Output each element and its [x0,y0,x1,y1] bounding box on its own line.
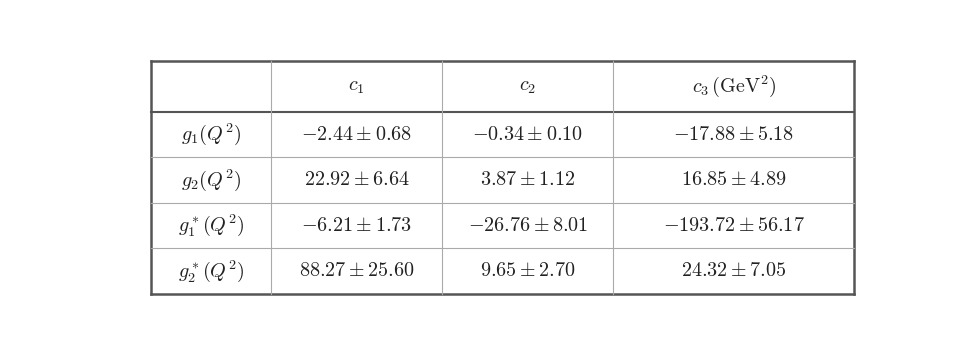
Text: $22.92\pm6.64$: $22.92\pm6.64$ [304,171,410,190]
Text: $g_1(Q^2)$: $g_1(Q^2)$ [181,122,242,147]
Text: $88.27\pm25.60$: $88.27\pm25.60$ [298,261,414,280]
Text: $9.65\pm2.70$: $9.65\pm2.70$ [480,261,576,280]
Text: $c_1$: $c_1$ [349,77,365,96]
Text: $3.87\pm1.12$: $3.87\pm1.12$ [480,171,576,190]
Text: $-193.72\pm56.17$: $-193.72\pm56.17$ [663,216,805,235]
Text: $g_1^*(Q^2)$: $g_1^*(Q^2)$ [178,213,244,238]
Text: $-17.88\pm5.18$: $-17.88\pm5.18$ [673,125,794,144]
Text: $-6.21\pm1.73$: $-6.21\pm1.73$ [301,216,412,235]
Text: $-2.44\pm0.68$: $-2.44\pm0.68$ [301,125,412,144]
Text: $c_3\,(\mathrm{GeV}^2)$: $c_3\,(\mathrm{GeV}^2)$ [692,73,777,99]
Text: $24.32\pm7.05$: $24.32\pm7.05$ [681,261,786,280]
Text: $g_2(Q^2)$: $g_2(Q^2)$ [181,167,242,193]
Text: $c_2$: $c_2$ [520,77,536,96]
Text: $g_2^*(Q^2)$: $g_2^*(Q^2)$ [178,258,244,284]
Text: $-0.34\pm0.10$: $-0.34\pm0.10$ [472,125,583,144]
Text: $16.85\pm4.89$: $16.85\pm4.89$ [681,171,786,190]
Text: $-26.76\pm8.01$: $-26.76\pm8.01$ [468,216,588,235]
